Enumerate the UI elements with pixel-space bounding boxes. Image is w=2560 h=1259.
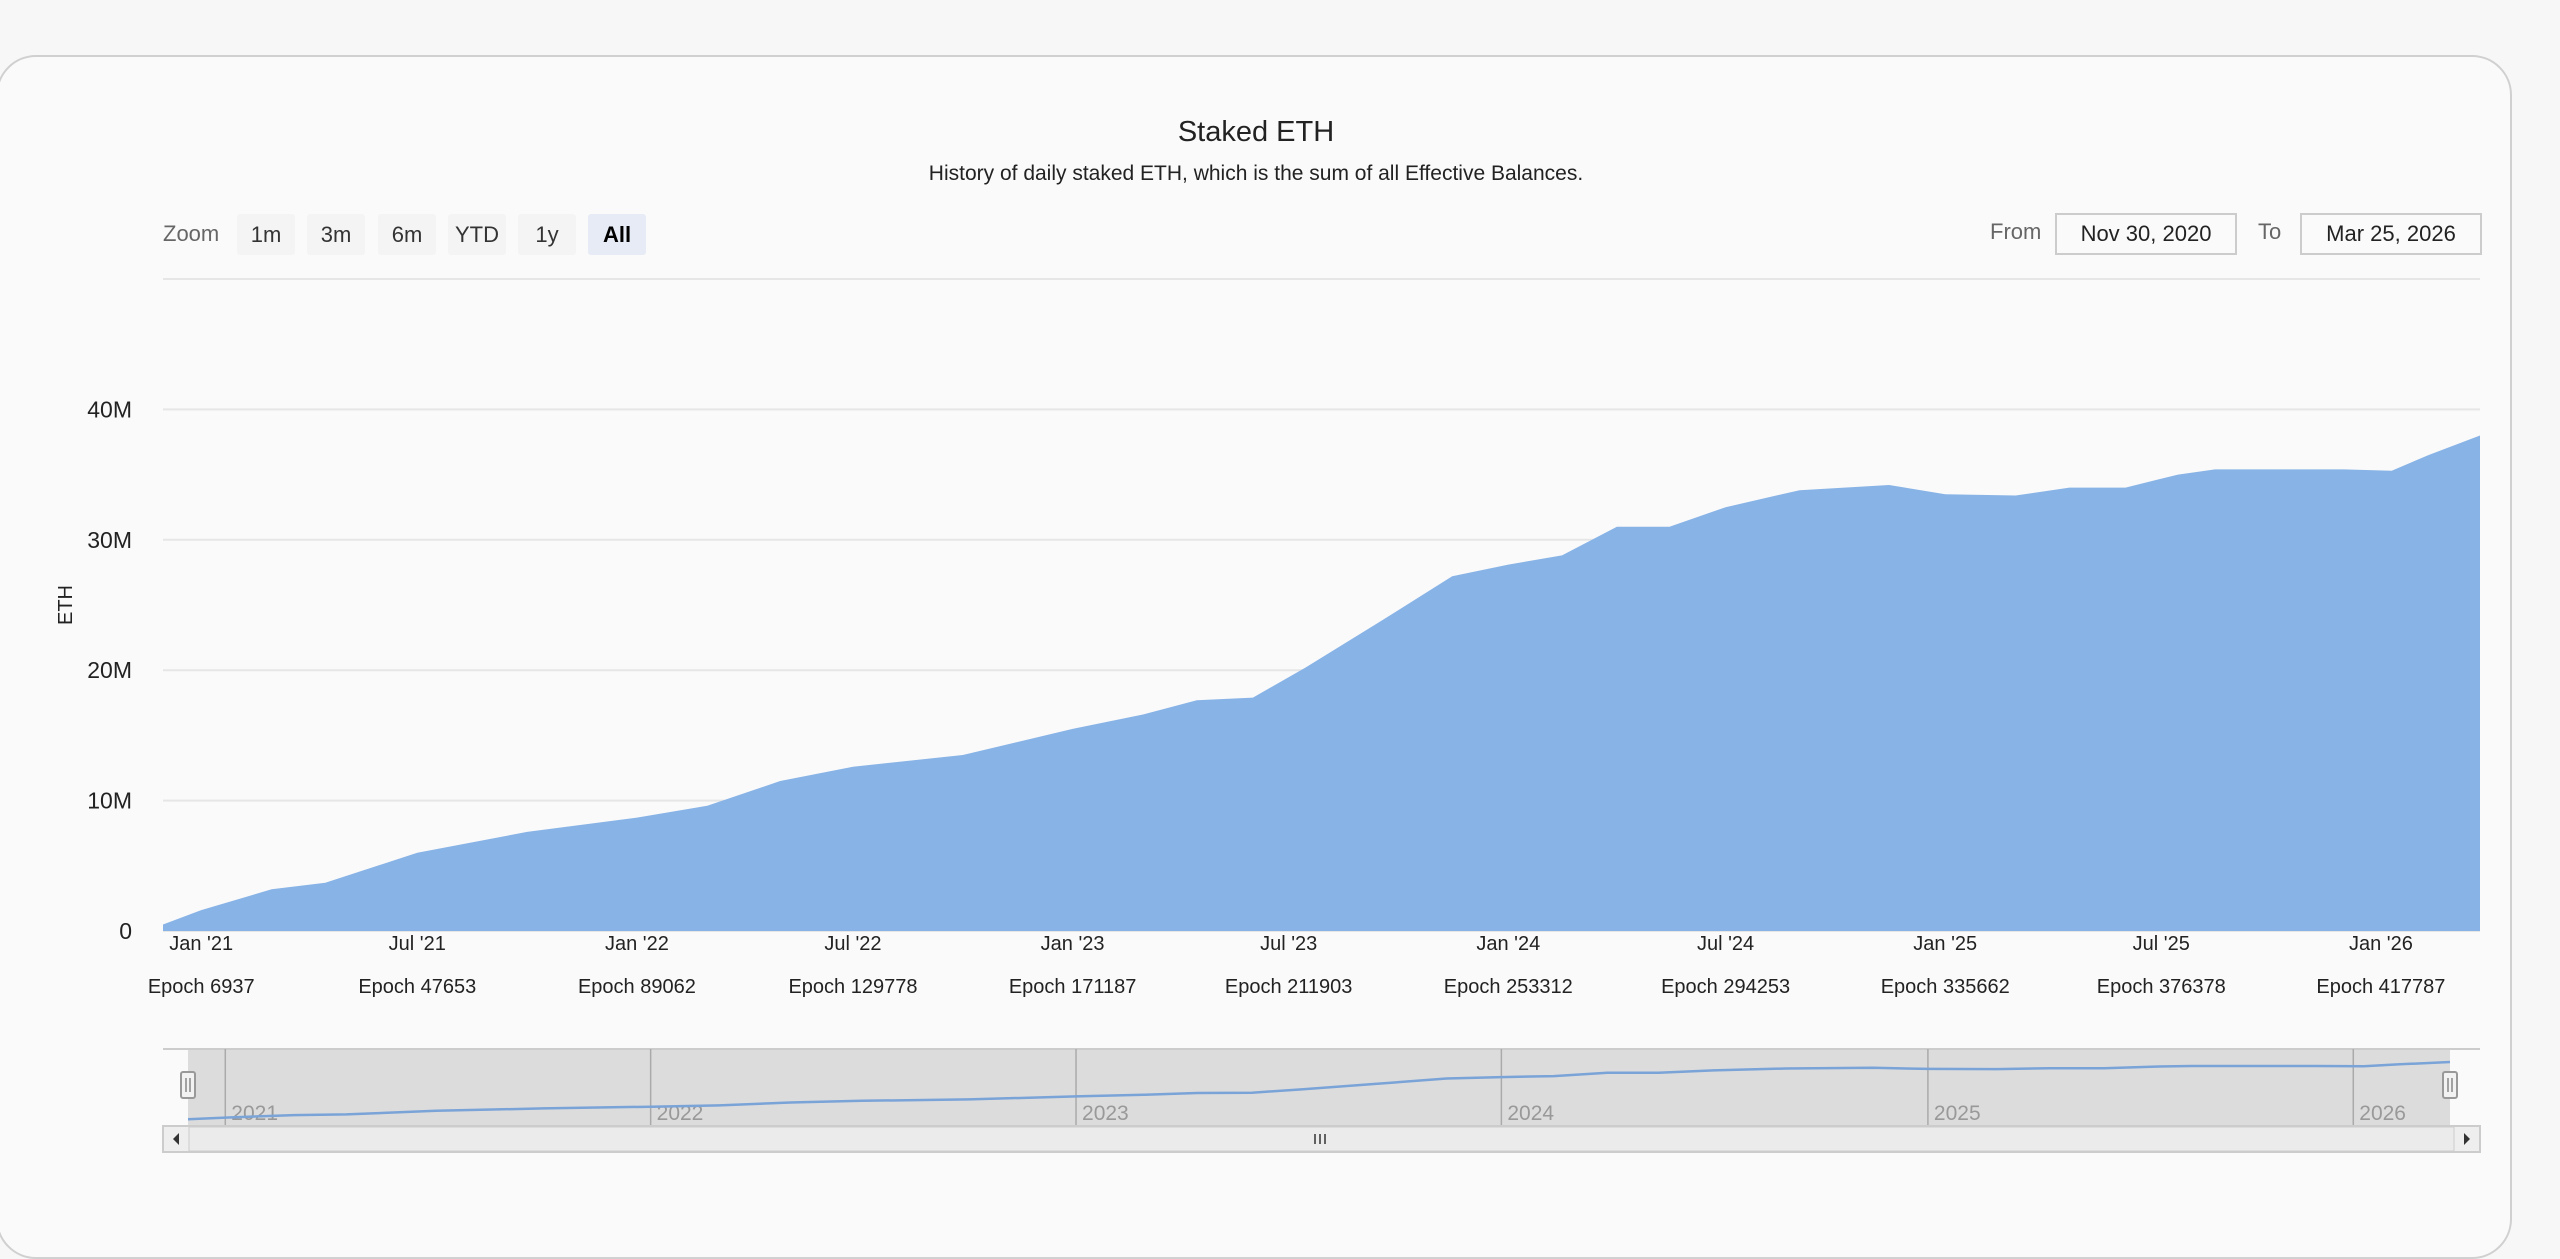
zoom-all-button[interactable]: All — [588, 214, 646, 255]
x-tick-epoch-label: Epoch 335662 — [1881, 976, 2010, 998]
chart-title: Staked ETH — [1177, 116, 1335, 148]
scrollbar-thumb[interactable] — [188, 1126, 2455, 1152]
y-tick-label: 40M — [87, 396, 132, 422]
navigator-series-line — [187, 1060, 2451, 1121]
to-date-input[interactable]: Mar 25, 2026 — [2300, 213, 2482, 255]
zoom-1y-button[interactable]: 1y — [518, 214, 576, 255]
x-tick-epoch-label: Epoch 129778 — [788, 976, 917, 998]
y-tick-label: 20M — [87, 657, 132, 683]
x-tick-label: Jan '23 — [1041, 933, 1105, 955]
x-tick-epoch-label: Epoch 294253 — [1661, 976, 1790, 998]
navigator-right-handle[interactable] — [2442, 1071, 2458, 1099]
zoom-3m-button[interactable]: 3m — [307, 214, 365, 255]
navigator-left-handle[interactable] — [180, 1071, 196, 1099]
zoom-6m-button[interactable]: 6m — [378, 214, 436, 255]
y-tick-label: 10M — [87, 788, 132, 814]
from-label: From — [1990, 219, 2042, 244]
handle-grip-icon[interactable] — [180, 1071, 196, 1099]
navigator-year-label: 2024 — [1507, 1102, 1554, 1125]
x-tick-epoch-label: Epoch 171187 — [1009, 976, 1137, 998]
y-tick-label: 0 — [119, 918, 132, 944]
navigator-year-label: 2022 — [657, 1102, 704, 1125]
from-date-input[interactable]: Nov 30, 2020 — [2055, 213, 2237, 255]
x-tick-epoch-label: Epoch 6937 — [148, 976, 255, 998]
x-tick-epoch-label: Epoch 376378 — [2097, 976, 2226, 998]
to-label: To — [2258, 219, 2282, 244]
x-tick-label: Jan '22 — [605, 933, 669, 955]
x-tick-epoch-label: Epoch 89062 — [578, 976, 696, 998]
zoom-1m-button[interactable]: 1m — [237, 214, 295, 255]
chart-subtitle: History of daily staked ETH, which is th… — [928, 162, 1584, 185]
scroll-left-arrow-icon[interactable] — [173, 1133, 179, 1145]
x-tick-epoch-label: Epoch 211903 — [1225, 976, 1353, 998]
x-tick-label: Jul '24 — [1697, 933, 1754, 955]
x-tick-label: Jan '24 — [1476, 933, 1540, 955]
x-tick-label: Jan '26 — [2349, 933, 2413, 955]
y-axis-label: ETH — [55, 585, 77, 625]
y-tick-label: 30M — [87, 527, 132, 553]
x-tick-epoch-label: Epoch 47653 — [358, 976, 476, 998]
x-tick-label: Jan '21 — [169, 933, 233, 955]
staked-eth-area — [163, 435, 2480, 931]
navigator-year-label: 2023 — [1082, 1102, 1129, 1125]
x-tick-label: Jul '23 — [1260, 933, 1317, 955]
navigator-year-label: 2026 — [2359, 1102, 2406, 1125]
scroll-right-arrow-icon[interactable] — [2464, 1133, 2470, 1145]
x-tick-epoch-label: Epoch 253312 — [1444, 976, 1573, 998]
x-tick-label: Jul '21 — [389, 933, 446, 955]
navigator-year-label: 2021 — [231, 1102, 278, 1125]
zoom-label: Zoom — [163, 221, 220, 246]
staked-eth-chart: 0 10M 20M 30M 40M ETH Jan '21 Epoch 6937 Jul '21… — [55, 278, 2481, 1153]
x-tick-label: Jul '22 — [824, 933, 881, 955]
navigator-year-label: 2025 — [1934, 1102, 1981, 1125]
x-tick-label: Jan '25 — [1913, 933, 1977, 955]
handle-grip-icon[interactable] — [2442, 1071, 2458, 1099]
x-tick-label: Jul '25 — [2133, 933, 2190, 955]
x-tick-epoch-label: Epoch 417787 — [2316, 976, 2445, 998]
zoom-ytd-button[interactable]: YTD — [448, 214, 506, 255]
